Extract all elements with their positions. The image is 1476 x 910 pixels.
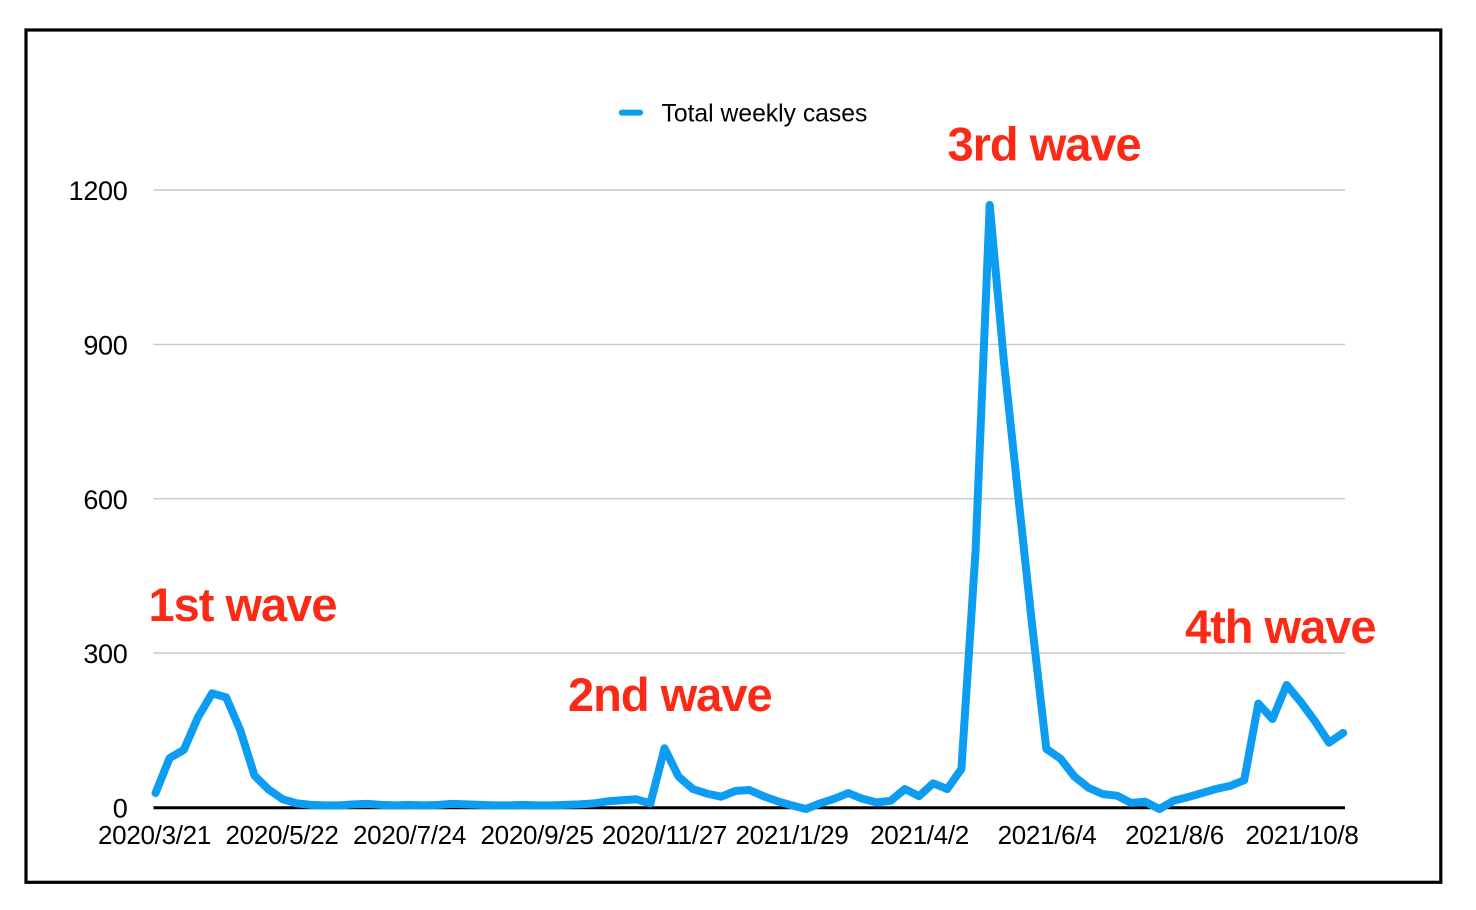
svg-text:4th wave: 4th wave [1185, 600, 1376, 653]
svg-text:900: 900 [83, 331, 127, 361]
svg-text:0: 0 [113, 794, 128, 824]
svg-text:600: 600 [83, 485, 127, 515]
svg-text:2020/3/21: 2020/3/21 [98, 820, 211, 850]
svg-text:3rd wave: 3rd wave [948, 118, 1141, 171]
svg-text:2021/10/8: 2021/10/8 [1246, 820, 1359, 850]
svg-text:2nd wave: 2nd wave [568, 668, 772, 721]
svg-text:2020/11/27: 2020/11/27 [602, 820, 727, 850]
svg-text:2020/5/22: 2020/5/22 [226, 820, 339, 850]
svg-text:Total weekly cases: Total weekly cases [662, 101, 868, 128]
svg-text:300: 300 [83, 639, 127, 669]
svg-text:2021/6/4: 2021/6/4 [998, 820, 1097, 850]
svg-text:2020/7/24: 2020/7/24 [353, 820, 466, 850]
svg-text:2020/9/25: 2020/9/25 [481, 820, 594, 850]
svg-text:1st wave: 1st wave [149, 578, 337, 631]
svg-text:2021/8/6: 2021/8/6 [1125, 820, 1224, 850]
svg-text:2021/4/2: 2021/4/2 [870, 820, 969, 850]
svg-text:2021/1/29: 2021/1/29 [736, 820, 849, 850]
svg-text:1200: 1200 [69, 176, 128, 206]
